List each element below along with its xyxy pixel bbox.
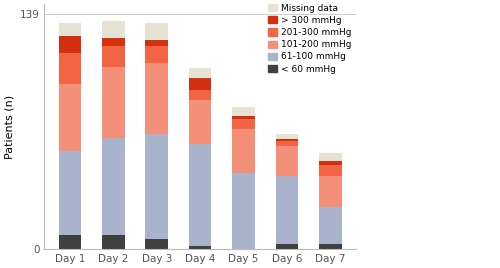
Bar (276, 139, 298, 141)
Bar (276, 141, 298, 146)
Bar (102, 137, 124, 236)
Bar (319, 244, 342, 249)
Bar (232, 173, 255, 249)
Bar (58, 236, 81, 249)
Bar (146, 23, 168, 40)
Bar (189, 68, 212, 79)
Bar (319, 161, 342, 165)
Bar (319, 165, 342, 176)
Bar (232, 107, 255, 116)
Bar (58, 84, 81, 151)
Bar (232, 129, 255, 173)
Bar (146, 40, 168, 46)
Bar (58, 23, 81, 36)
Bar (146, 46, 168, 63)
Bar (146, 239, 168, 249)
Bar (319, 207, 342, 244)
Bar (189, 245, 212, 249)
Bar (189, 144, 212, 245)
Bar (276, 176, 298, 244)
Bar (276, 244, 298, 249)
Bar (102, 67, 124, 137)
Bar (146, 134, 168, 239)
Bar (102, 236, 124, 249)
Y-axis label: Patients (n): Patients (n) (4, 95, 14, 159)
Bar (58, 36, 81, 53)
Bar (102, 21, 124, 38)
Bar (189, 90, 212, 100)
Legend: Missing data, > 300 mmHg, 201-300 mmHg, 101-200 mmHg, 61-100 mmHg, < 60 mmHg: Missing data, > 300 mmHg, 201-300 mmHg, … (268, 4, 351, 74)
Bar (232, 119, 255, 129)
Bar (319, 153, 342, 161)
Bar (189, 100, 212, 144)
Bar (232, 116, 255, 119)
Bar (102, 38, 124, 46)
Bar (58, 151, 81, 236)
Bar (102, 46, 124, 67)
Bar (58, 53, 81, 84)
Bar (276, 146, 298, 176)
Bar (189, 79, 212, 90)
Bar (146, 63, 168, 134)
Bar (319, 176, 342, 207)
Bar (276, 134, 298, 139)
